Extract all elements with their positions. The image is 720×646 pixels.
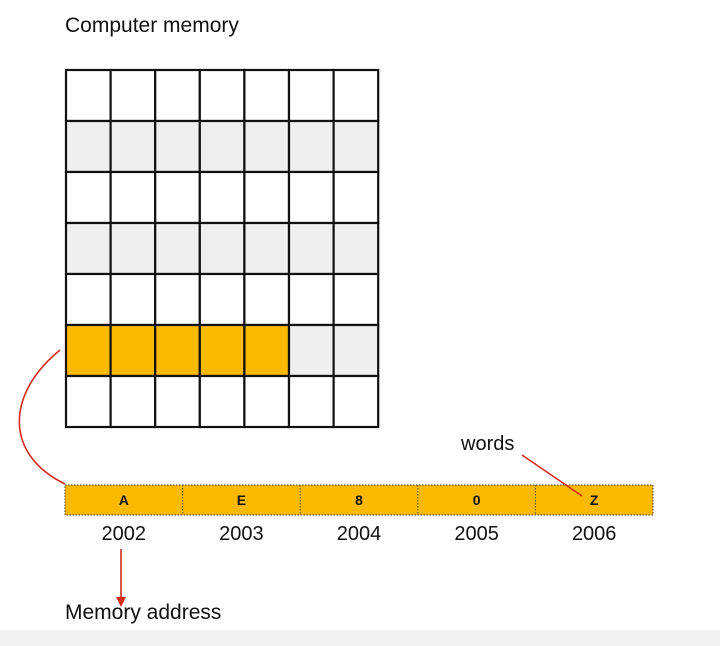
memory-cell (287, 272, 335, 327)
memory-cell (332, 323, 380, 378)
word-value: 0 (473, 492, 481, 508)
footer-band (0, 630, 720, 646)
memory-grid (64, 68, 380, 429)
word-value: Z (590, 492, 599, 508)
word-strip-bar (64, 484, 654, 516)
memory-cell (154, 323, 201, 378)
memory-address-caption: Memory address (65, 601, 222, 624)
memory-cell (64, 374, 112, 429)
word-strip: A 2002 E 2003 8 2004 0 2005 Z 2006 (64, 484, 654, 545)
memory-cell (109, 323, 157, 378)
word-value: E (237, 492, 246, 508)
memory-cell (198, 170, 246, 225)
memory-cell (64, 272, 112, 327)
memory-cell (64, 119, 112, 174)
memory-cell (287, 323, 335, 378)
memory-cell (64, 221, 112, 276)
memory-cell (64, 68, 112, 123)
memory-cell (64, 323, 112, 378)
memory-cell (332, 119, 380, 174)
memory-cell (109, 170, 157, 225)
memory-cell (109, 68, 157, 123)
memory-cell (332, 272, 380, 327)
memory-cell (332, 68, 380, 123)
row-connector-curve (18, 349, 66, 485)
memory-cell (332, 170, 380, 225)
memory-cell (198, 374, 246, 429)
memory-cell (243, 323, 291, 378)
memory-cell (154, 374, 201, 429)
word-address: 2006 (572, 523, 617, 545)
memory-cell (243, 170, 291, 225)
memory-cell (243, 119, 291, 174)
memory-cell (154, 68, 201, 123)
memory-cell (198, 272, 246, 327)
memory-cell (198, 323, 246, 378)
memory-cell (243, 221, 291, 276)
memory-cell (332, 374, 380, 429)
word-value: A (119, 492, 129, 508)
word-value: 8 (355, 492, 363, 508)
memory-cell (109, 221, 157, 276)
memory-cell (154, 170, 201, 225)
memory-cell (287, 221, 335, 276)
memory-cell (64, 170, 112, 225)
words-label: words (461, 433, 515, 455)
memory-cell (243, 374, 291, 429)
memory-cell (287, 374, 335, 429)
words-pointer-line (521, 454, 583, 497)
memory-cell (287, 119, 335, 174)
memory-cell (243, 272, 291, 327)
memory-cell (154, 119, 201, 174)
memory-cell (198, 119, 246, 174)
memory-cell (198, 68, 246, 123)
word-address: 2002 (102, 523, 147, 545)
memory-cell (332, 221, 380, 276)
word-address: 2005 (454, 523, 499, 545)
diagram-title: Computer memory (65, 14, 239, 37)
word-address: 2003 (219, 523, 264, 545)
memory-cell (198, 221, 246, 276)
memory-cell (109, 119, 157, 174)
memory-cell (287, 170, 335, 225)
word-address: 2004 (337, 523, 382, 545)
memory-cell (243, 68, 291, 123)
memory-cell (109, 272, 157, 327)
memory-cell (154, 221, 201, 276)
memory-cell (109, 374, 157, 429)
memory-cell (287, 68, 335, 123)
memory-cell (154, 272, 201, 327)
